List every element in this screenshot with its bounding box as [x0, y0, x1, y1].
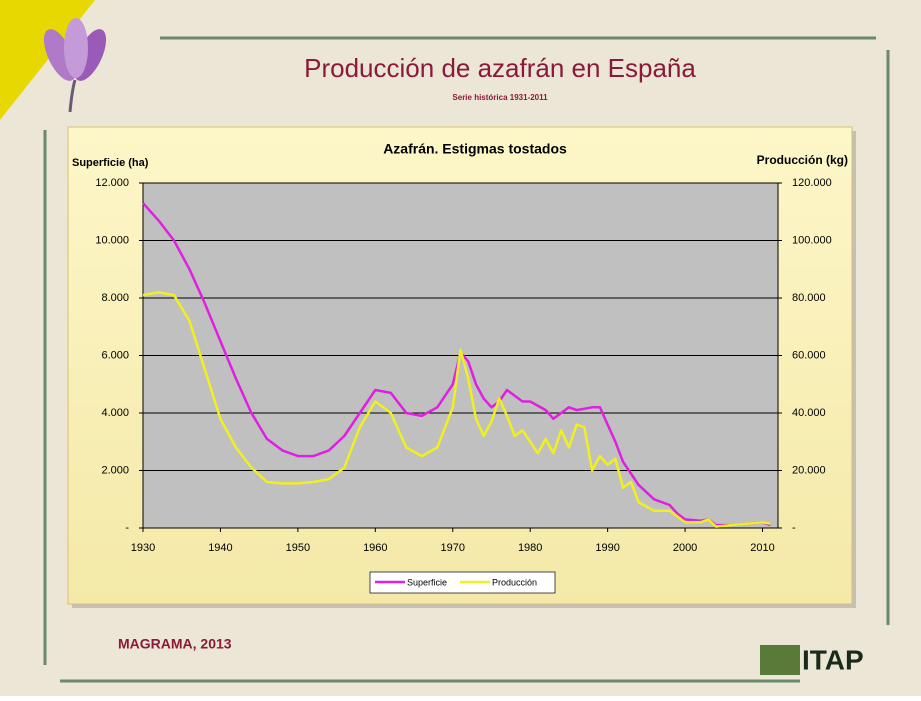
slide: Producción de azafrán en España Serie hi… — [0, 0, 921, 696]
source: MAGRAMA, 2013 — [118, 636, 232, 652]
y-tick-label: 2.000 — [101, 464, 129, 476]
x-tick-label: 1980 — [518, 542, 542, 554]
x-tick-label: 1940 — [208, 542, 232, 554]
y-tick-label: 10.000 — [95, 234, 129, 246]
x-tick-label: 1950 — [286, 542, 310, 554]
y2-tick-label: - — [792, 522, 796, 534]
legend-label: Producción — [492, 577, 537, 587]
y2-tick-label: 120.000 — [792, 177, 832, 189]
y-tick-label: 8.000 — [101, 292, 129, 304]
logo: ITAP — [802, 644, 864, 675]
logo-mark — [760, 645, 800, 675]
x-tick-label: 1990 — [595, 542, 619, 554]
subtitle: Serie histórica 1931-2011 — [452, 93, 548, 102]
legend-label: Superficie — [407, 577, 447, 587]
x-tick-label: 2000 — [673, 542, 697, 554]
chart-title: Azafrán. Estigmas tostados — [383, 141, 567, 157]
x-tick-label: 1930 — [131, 542, 155, 554]
y-tick-label: 12.000 — [95, 177, 129, 189]
y-axis-title: Superficie (ha) — [72, 157, 149, 169]
y2-tick-label: 40.000 — [792, 407, 826, 419]
page: {"header": {"title": "Producción de azaf… — [0, 0, 921, 696]
y-tick-label: 6.000 — [101, 349, 129, 361]
x-tick-label: 1960 — [363, 542, 387, 554]
y-tick-label: 4.000 — [101, 407, 129, 419]
x-tick-label: 1970 — [441, 542, 465, 554]
y2-tick-label: 60.000 — [792, 349, 826, 361]
y-tick-label: - — [125, 522, 129, 534]
y2-axis-title: Producción (kg) — [757, 153, 848, 167]
y2-tick-label: 80.000 — [792, 292, 826, 304]
y2-tick-label: 20.000 — [792, 464, 826, 476]
x-tick-label: 2010 — [750, 542, 774, 554]
title: Producción de azafrán en España — [304, 53, 696, 83]
y2-tick-label: 100.000 — [792, 234, 832, 246]
